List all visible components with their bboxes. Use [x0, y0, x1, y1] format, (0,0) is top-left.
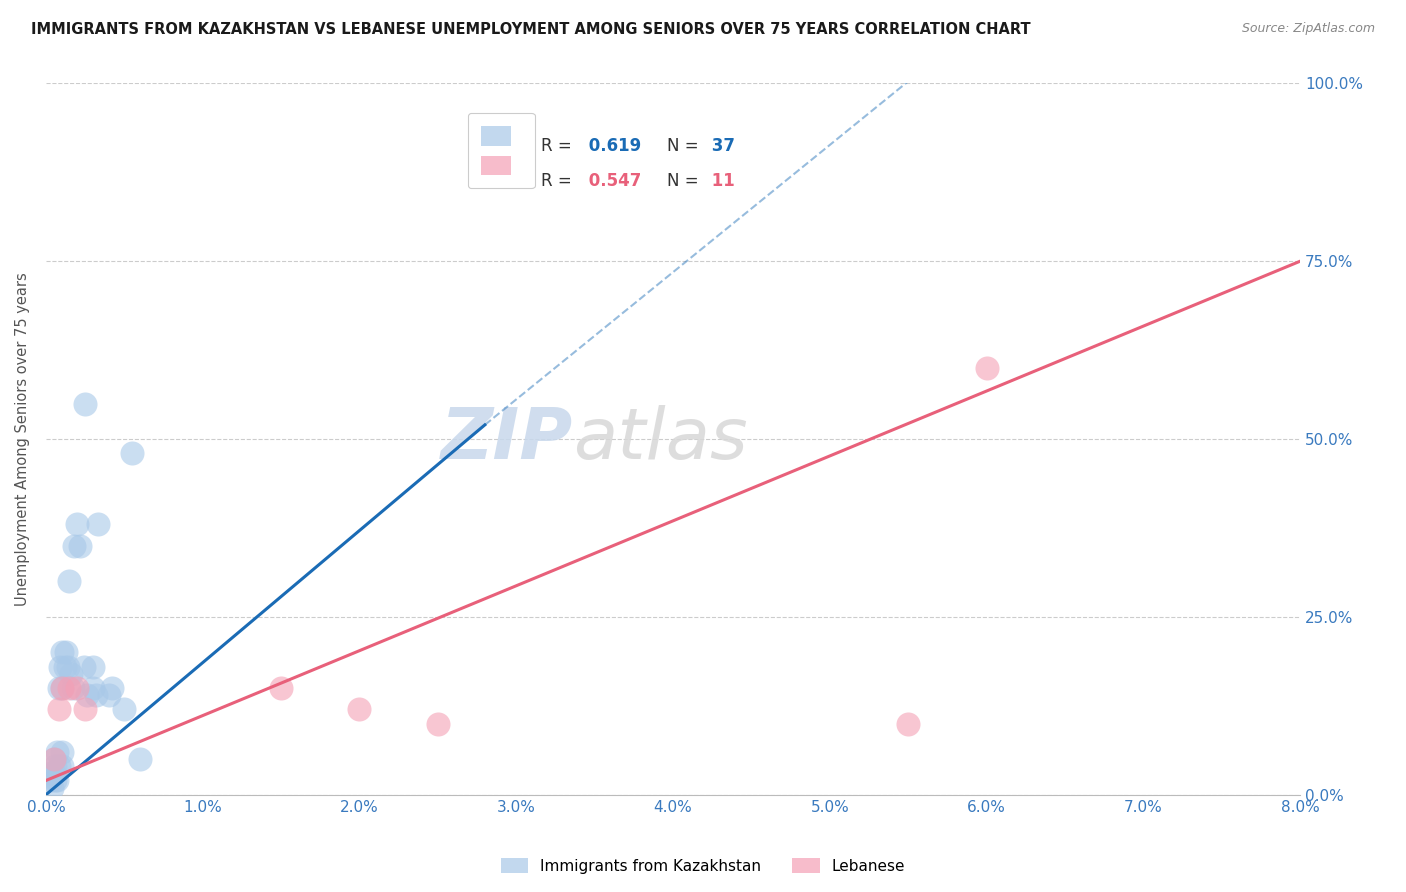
Text: atlas: atlas — [572, 405, 748, 474]
Text: 11: 11 — [706, 172, 734, 190]
Text: R =: R = — [541, 136, 578, 155]
Text: N =: N = — [666, 136, 703, 155]
Text: 0.619: 0.619 — [582, 136, 641, 155]
Y-axis label: Unemployment Among Seniors over 75 years: Unemployment Among Seniors over 75 years — [15, 272, 30, 606]
Text: 0.547: 0.547 — [582, 172, 641, 190]
Point — [39, 766, 62, 780]
Point — [44, 759, 66, 773]
Point — [84, 688, 107, 702]
Point — [75, 396, 97, 410]
Point — [60, 666, 83, 681]
Point — [129, 752, 152, 766]
Point — [82, 681, 104, 695]
Point — [112, 702, 135, 716]
Point — [44, 773, 66, 788]
Point — [42, 752, 65, 766]
Point — [82, 659, 104, 673]
Point — [42, 752, 65, 766]
Point — [349, 702, 371, 716]
Point — [48, 759, 70, 773]
Point — [56, 659, 79, 673]
Point — [897, 716, 920, 731]
Point — [48, 702, 70, 716]
Text: 37: 37 — [706, 136, 734, 155]
Point — [97, 688, 120, 702]
Point — [63, 539, 86, 553]
Text: R =: R = — [541, 172, 578, 190]
Legend: Immigrants from Kazakhstan, Lebanese: Immigrants from Kazakhstan, Lebanese — [495, 852, 911, 880]
Point — [55, 645, 77, 659]
Point — [41, 780, 63, 795]
Point — [46, 773, 69, 788]
Point — [72, 659, 94, 673]
Point — [101, 681, 124, 695]
Text: ZIP: ZIP — [440, 405, 572, 474]
Point — [51, 745, 73, 759]
Point — [51, 681, 73, 695]
Legend: , : , — [468, 113, 534, 188]
Point — [53, 659, 76, 673]
Point — [51, 681, 73, 695]
Text: Source: ZipAtlas.com: Source: ZipAtlas.com — [1241, 22, 1375, 36]
Point — [62, 681, 84, 695]
Text: N =: N = — [666, 172, 703, 190]
Point — [75, 702, 97, 716]
Point — [51, 759, 73, 773]
Point — [976, 360, 998, 375]
Point — [69, 539, 91, 553]
Point — [39, 773, 62, 788]
Point — [426, 716, 449, 731]
Point — [66, 517, 89, 532]
Point — [49, 659, 72, 673]
Point — [270, 681, 292, 695]
Point — [51, 645, 73, 659]
Text: IMMIGRANTS FROM KAZAKHSTAN VS LEBANESE UNEMPLOYMENT AMONG SENIORS OVER 75 YEARS : IMMIGRANTS FROM KAZAKHSTAN VS LEBANESE U… — [31, 22, 1031, 37]
Point — [66, 681, 89, 695]
Point — [42, 766, 65, 780]
Point — [58, 681, 80, 695]
Point — [86, 517, 108, 532]
Point — [48, 681, 70, 695]
Point — [121, 446, 143, 460]
Point — [76, 688, 98, 702]
Point — [58, 574, 80, 589]
Point — [46, 745, 69, 759]
